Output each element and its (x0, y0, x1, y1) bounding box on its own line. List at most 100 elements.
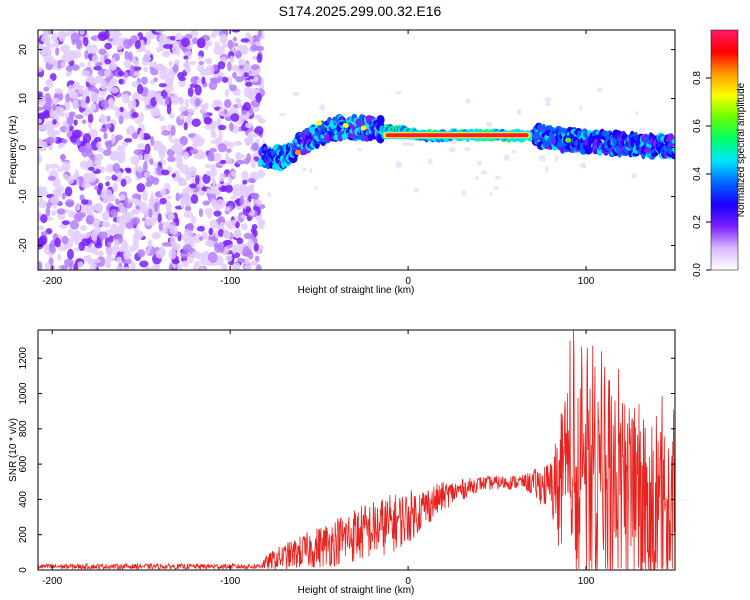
line-x-label: Height of straight line (km) (298, 585, 415, 596)
noise-blob (110, 208, 118, 218)
noise-blob (480, 170, 488, 175)
y-tick-label: -20 (18, 238, 29, 253)
noise-blob (155, 93, 161, 103)
noise-blob (210, 132, 217, 139)
noise-blob (92, 204, 102, 211)
noise-blob (80, 203, 90, 214)
noise-blob (79, 194, 85, 201)
noise-blob (131, 216, 141, 225)
noise-blob (201, 76, 206, 85)
noise-blob (222, 230, 232, 239)
noise-blob (103, 198, 111, 204)
x-tick-label: 0 (405, 276, 411, 287)
noise-blob (149, 158, 154, 165)
noise-blob (257, 30, 262, 38)
noise-blob (38, 152, 42, 164)
snr-line (38, 330, 675, 570)
noise-blob (92, 217, 101, 228)
noise-blob (133, 149, 144, 156)
noise-blob (208, 227, 214, 236)
signal-blob (541, 123, 547, 134)
noise-blob (187, 108, 196, 114)
y-tick-label: 10 (18, 93, 29, 105)
y-tick-label: 600 (18, 455, 29, 472)
noise-blob (232, 36, 237, 42)
noise-blob (52, 119, 57, 125)
noise-blob (172, 259, 180, 265)
y-tick-label: 800 (18, 420, 29, 437)
noise-blob (224, 206, 231, 212)
noise-blob (118, 150, 126, 157)
noise-blob (110, 223, 119, 235)
noise-blob (93, 96, 104, 102)
noise-blob (166, 104, 172, 115)
noise-blob (97, 250, 104, 257)
noise-blob (87, 77, 96, 83)
noise-blob (395, 91, 402, 95)
line-x-ticks: -200 -100 0 100 (42, 330, 595, 587)
noise-blob (208, 185, 218, 195)
noise-blob (179, 115, 186, 120)
colorbar-label: Normalized spectral amplitude (736, 82, 747, 217)
noise-blob (87, 172, 97, 183)
noise-blob (77, 261, 84, 268)
noise-blob (217, 76, 223, 82)
noise-blob (135, 205, 140, 210)
noise-blob (209, 219, 219, 229)
noise-blob (227, 76, 233, 87)
noise-blob (154, 30, 165, 33)
noise-blob (485, 121, 493, 128)
heatmap-frame (37, 29, 676, 271)
noise-blob (45, 206, 51, 217)
noise-blob (249, 185, 255, 194)
noise-blob (227, 39, 234, 50)
y-tick-label: 400 (18, 491, 29, 508)
noise-blob (162, 50, 171, 58)
noise-blob (189, 83, 199, 88)
noise-blob (164, 72, 175, 84)
noise-blob (205, 163, 211, 169)
noise-blob (97, 31, 108, 41)
noise-blob (120, 178, 127, 187)
noise-blob (119, 206, 127, 214)
noise-blob (89, 263, 97, 270)
noise-blob (319, 104, 326, 111)
noise-blob (48, 163, 59, 169)
noise-blob (180, 252, 190, 258)
noise-blob (203, 116, 213, 125)
noise-blob (200, 255, 210, 266)
noise-blob (39, 46, 49, 56)
noise-blob (79, 30, 85, 36)
noise-blob (80, 70, 91, 77)
noise-blob (57, 143, 63, 149)
noise-blob (183, 122, 188, 131)
noise-blob (184, 98, 189, 109)
noise-blob (323, 144, 328, 150)
noise-blob (216, 218, 224, 223)
noise-blob (247, 251, 254, 260)
noise-blob (75, 39, 82, 50)
noise-blob (212, 30, 217, 37)
noise-blob (251, 55, 258, 61)
noise-blob (111, 57, 116, 67)
noise-blob (66, 175, 75, 185)
noise-blob (241, 258, 246, 264)
signal-hotspot (294, 149, 301, 155)
noise-blob (544, 97, 551, 103)
noise-blob (136, 83, 144, 95)
noise-blob (194, 139, 204, 147)
noise-blob (38, 186, 47, 192)
noise-blob (124, 50, 130, 61)
noise-blob (234, 221, 240, 229)
noise-blob (53, 187, 62, 198)
noise-blob (38, 118, 43, 124)
noise-blob (172, 64, 179, 74)
noise-blob (179, 135, 189, 146)
noise-blob (143, 66, 149, 73)
noise-blob (160, 169, 170, 176)
noise-blob (130, 155, 140, 165)
noise-blob (545, 166, 549, 173)
noise-blob (516, 108, 522, 116)
heatmap-x-ticks: -200 -100 0 100 (42, 30, 595, 287)
